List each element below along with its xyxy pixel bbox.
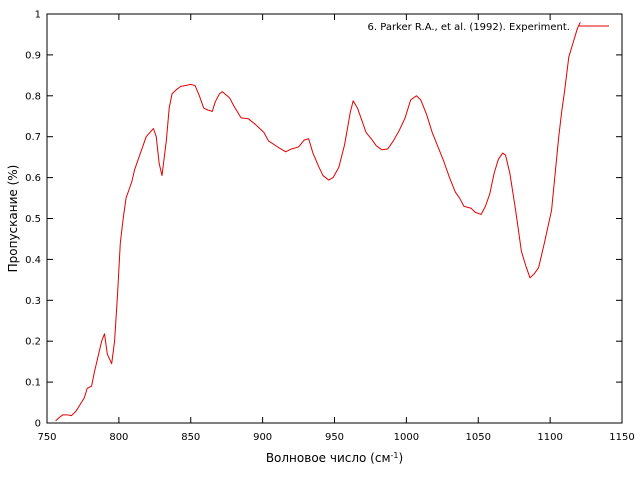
y-tick-label: 0.1 (25, 378, 41, 389)
x-tick-label: 750 (37, 432, 56, 443)
x-tick-label: 1000 (394, 432, 419, 443)
y-tick-label: 0.5 (25, 214, 41, 225)
x-axis-label-superscript: -1 (391, 451, 399, 460)
x-axis-label-main: Волновое число (см (266, 451, 391, 465)
y-tick-label: 0.7 (25, 132, 41, 143)
x-axis-label-suffix: ) (398, 451, 403, 465)
legend: 6. Parker R.A., et al. (1992). Experimen… (368, 22, 609, 33)
x-axis-ticks: 750 800 850 900 950 1000 1050 1100 1150 (37, 14, 635, 443)
y-tick-label: 1 (35, 10, 41, 21)
legend-label: 6. Parker R.A., et al. (1992). Experimen… (368, 22, 570, 33)
y-axis-ticks: 0 0.1 0.2 0.3 0.4 0.5 0.6 0.7 0.8 0.9 1 (25, 10, 622, 430)
x-tick-label: 950 (325, 432, 344, 443)
series-line-0 (55, 21, 581, 422)
y-tick-label: 0.6 (25, 173, 41, 184)
x-tick-label: 1100 (537, 432, 562, 443)
x-tick-label: 1150 (609, 432, 634, 443)
y-axis-label: Пропускание (%) (6, 165, 20, 273)
y-tick-label: 0.8 (25, 91, 41, 102)
x-tick-label: 850 (181, 432, 200, 443)
y-tick-label: 0.4 (25, 255, 41, 266)
y-tick-label: 0.2 (25, 337, 41, 348)
x-axis-label: Волновое число (см-1) (266, 451, 403, 466)
series-layer (55, 21, 581, 422)
y-tick-label: 0.3 (25, 296, 41, 307)
x-tick-label: 800 (109, 432, 128, 443)
y-tick-label: 0 (35, 419, 41, 430)
x-tick-label: 1050 (466, 432, 491, 443)
y-tick-label: 0.9 (25, 50, 41, 61)
x-tick-label: 900 (253, 432, 272, 443)
